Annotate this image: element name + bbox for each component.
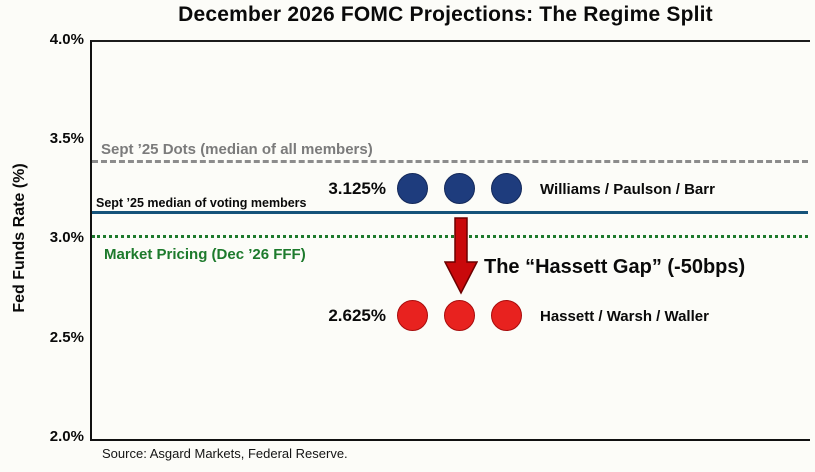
source-attribution: Source: Asgard Markets, Federal Reserve. [102,446,348,461]
fomc-dot-red [444,300,475,331]
y-tick-label: 3.5% [49,130,84,147]
reference-line-market-pricing [92,235,808,238]
value-label-upper-group: 3.125% [328,179,386,198]
fomc-dot-red [491,300,522,331]
members-label-lower-group: Hassett / Warsh / Waller [540,308,709,325]
reference-line-label-voting-median: Sept ’25 median of voting members [96,196,307,210]
down-arrow-icon [444,217,478,295]
y-tick-label: 2.0% [49,428,84,445]
reference-line-label-sept-dots: Sept ’25 Dots (median of all members) [101,141,373,158]
dot-group-lower [397,300,522,331]
reference-line-label-market-pricing: Market Pricing (Dec ’26 FFF) [104,246,306,263]
y-tick-label: 4.0% [49,31,84,48]
plot-area [90,40,810,441]
fomc-dot-red [397,300,428,331]
dot-group-upper [397,173,522,204]
y-tick-label: 2.5% [49,329,84,346]
fomc-dot-blue [397,173,428,204]
fomc-dot-blue [491,173,522,204]
y-axis-title: Fed Funds Rate (%) [11,163,28,313]
chart-title: December 2026 FOMC Projections: The Regi… [178,3,713,26]
value-label-lower-group: 2.625% [328,306,386,325]
fomc-dot-blue [444,173,475,204]
reference-line-voting-median [92,211,808,214]
hassett-gap-annotation: The “Hassett Gap” (-50bps) [484,256,746,278]
y-tick-label: 3.0% [49,229,84,246]
members-label-upper-group: Williams / Paulson / Barr [540,181,715,198]
reference-line-sept-dots-median [92,160,808,163]
